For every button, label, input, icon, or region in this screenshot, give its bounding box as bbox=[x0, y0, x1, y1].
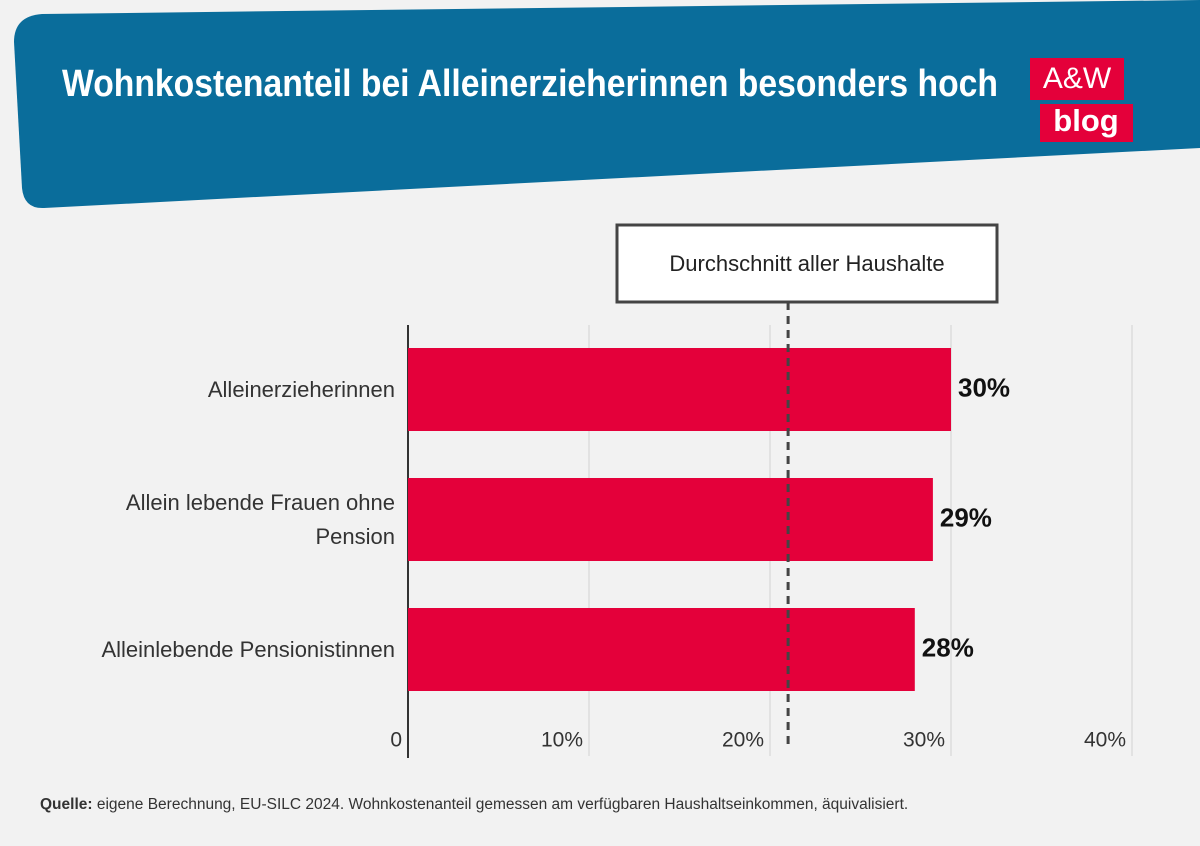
source-note: Quelle: eigene Berechnung, EU-SILC 2024.… bbox=[40, 796, 908, 814]
logo-text: A&W bbox=[1043, 62, 1112, 95]
value-label: 30% bbox=[958, 372, 1010, 402]
bar bbox=[408, 478, 933, 561]
reference-label: Durchschnitt aller Haushalte bbox=[669, 251, 944, 276]
value-label: 28% bbox=[922, 632, 974, 662]
header-banner bbox=[14, 0, 1200, 209]
category-label: Allein lebende Frauen ohne Pension bbox=[125, 489, 395, 549]
source-label: Quelle: bbox=[40, 796, 93, 813]
chart-title: Wohnkostenanteil bei Alleinerzieherinnen… bbox=[62, 63, 998, 105]
x-tick-label: 30% bbox=[903, 729, 945, 752]
logo-box bbox=[1040, 104, 1133, 142]
x-tick-label: 40% bbox=[1084, 729, 1126, 752]
bar bbox=[408, 348, 951, 431]
logo-box bbox=[1030, 58, 1124, 100]
category-label: Alleinerzieherinnen bbox=[207, 376, 395, 402]
x-tick-label: 0 bbox=[390, 729, 402, 752]
category-label: Alleinlebende Pensionistinnen bbox=[101, 636, 395, 662]
bar bbox=[408, 608, 915, 691]
value-label: 29% bbox=[940, 502, 992, 532]
x-tick-label: 10% bbox=[541, 729, 583, 752]
x-tick-label: 20% bbox=[722, 729, 764, 752]
source-text: eigene Berechnung, EU-SILC 2024. Wohnkos… bbox=[96, 796, 909, 813]
reference-box bbox=[615, 223, 999, 304]
logo-text: blog bbox=[1053, 103, 1118, 138]
